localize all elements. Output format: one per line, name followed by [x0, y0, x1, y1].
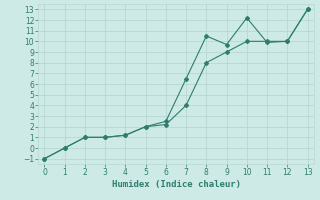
X-axis label: Humidex (Indice chaleur): Humidex (Indice chaleur) [111, 180, 241, 189]
